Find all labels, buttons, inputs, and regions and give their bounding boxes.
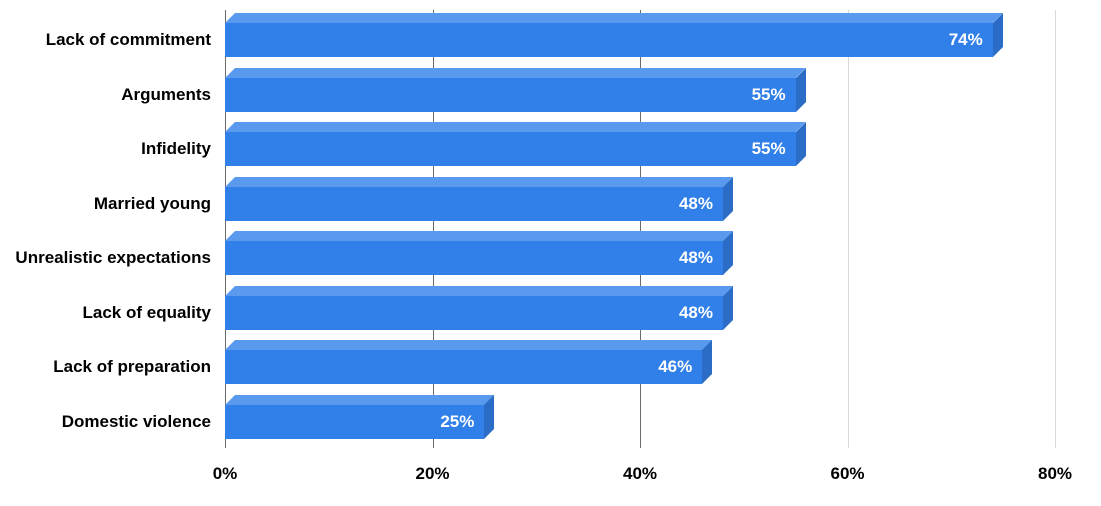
x-tick-label: 20% bbox=[415, 464, 449, 484]
x-tick-label: 40% bbox=[623, 464, 657, 484]
category-label: Domestic violence bbox=[62, 412, 211, 432]
bar-front-face: 46% bbox=[225, 350, 702, 384]
bar-front-face: 55% bbox=[225, 132, 796, 166]
plot-area: 74% 55% 55% 48% 48% 48% 46% 25% bbox=[225, 10, 1055, 448]
horizontal-3d-bar-chart: 74% 55% 55% 48% 48% 48% 46% 25% 0% 20% 40% 60% 80% La… bbox=[0, 0, 1101, 506]
x-tick-label: 0% bbox=[213, 464, 238, 484]
bar-front-face: 48% bbox=[225, 187, 723, 221]
bar-side-face bbox=[723, 177, 734, 221]
bar: 46% bbox=[225, 340, 712, 384]
bar: 48% bbox=[225, 177, 733, 221]
gridline bbox=[848, 10, 849, 448]
bar-side-face bbox=[723, 231, 734, 275]
bar: 48% bbox=[225, 286, 733, 330]
gridline bbox=[1055, 10, 1056, 448]
bar-value-label: 25% bbox=[440, 412, 474, 432]
bar: 74% bbox=[225, 13, 1003, 57]
bar: 48% bbox=[225, 231, 733, 275]
bar: 55% bbox=[225, 68, 806, 112]
category-label: Married young bbox=[94, 194, 211, 214]
bar-value-label: 48% bbox=[679, 303, 713, 323]
bar-side-face bbox=[796, 122, 807, 166]
category-label: Lack of preparation bbox=[53, 357, 211, 377]
bar-value-label: 55% bbox=[752, 85, 786, 105]
category-label: Infidelity bbox=[141, 139, 211, 159]
bar-front-face: 48% bbox=[225, 296, 723, 330]
bar-front-face: 55% bbox=[225, 78, 796, 112]
bar-value-label: 48% bbox=[679, 194, 713, 214]
bar-value-label: 46% bbox=[658, 357, 692, 377]
x-tick-label: 60% bbox=[830, 464, 864, 484]
bar-front-face: 48% bbox=[225, 241, 723, 275]
bar-front-face: 25% bbox=[225, 405, 484, 439]
bar-value-label: 74% bbox=[949, 30, 983, 50]
bar-value-label: 55% bbox=[752, 139, 786, 159]
category-label: Unrealistic expectations bbox=[15, 248, 211, 268]
bar-side-face bbox=[702, 340, 713, 384]
bar-value-label: 48% bbox=[679, 248, 713, 268]
bar-side-face bbox=[796, 68, 807, 112]
bar-side-face bbox=[484, 395, 495, 439]
bar: 25% bbox=[225, 395, 494, 439]
bar-front-face: 74% bbox=[225, 23, 993, 57]
category-label: Lack of commitment bbox=[46, 30, 211, 50]
x-tick-label: 80% bbox=[1038, 464, 1072, 484]
category-label: Arguments bbox=[121, 85, 211, 105]
category-label: Lack of equality bbox=[83, 303, 211, 323]
bar: 55% bbox=[225, 122, 806, 166]
bar-side-face bbox=[723, 286, 734, 330]
bar-side-face bbox=[993, 13, 1004, 57]
